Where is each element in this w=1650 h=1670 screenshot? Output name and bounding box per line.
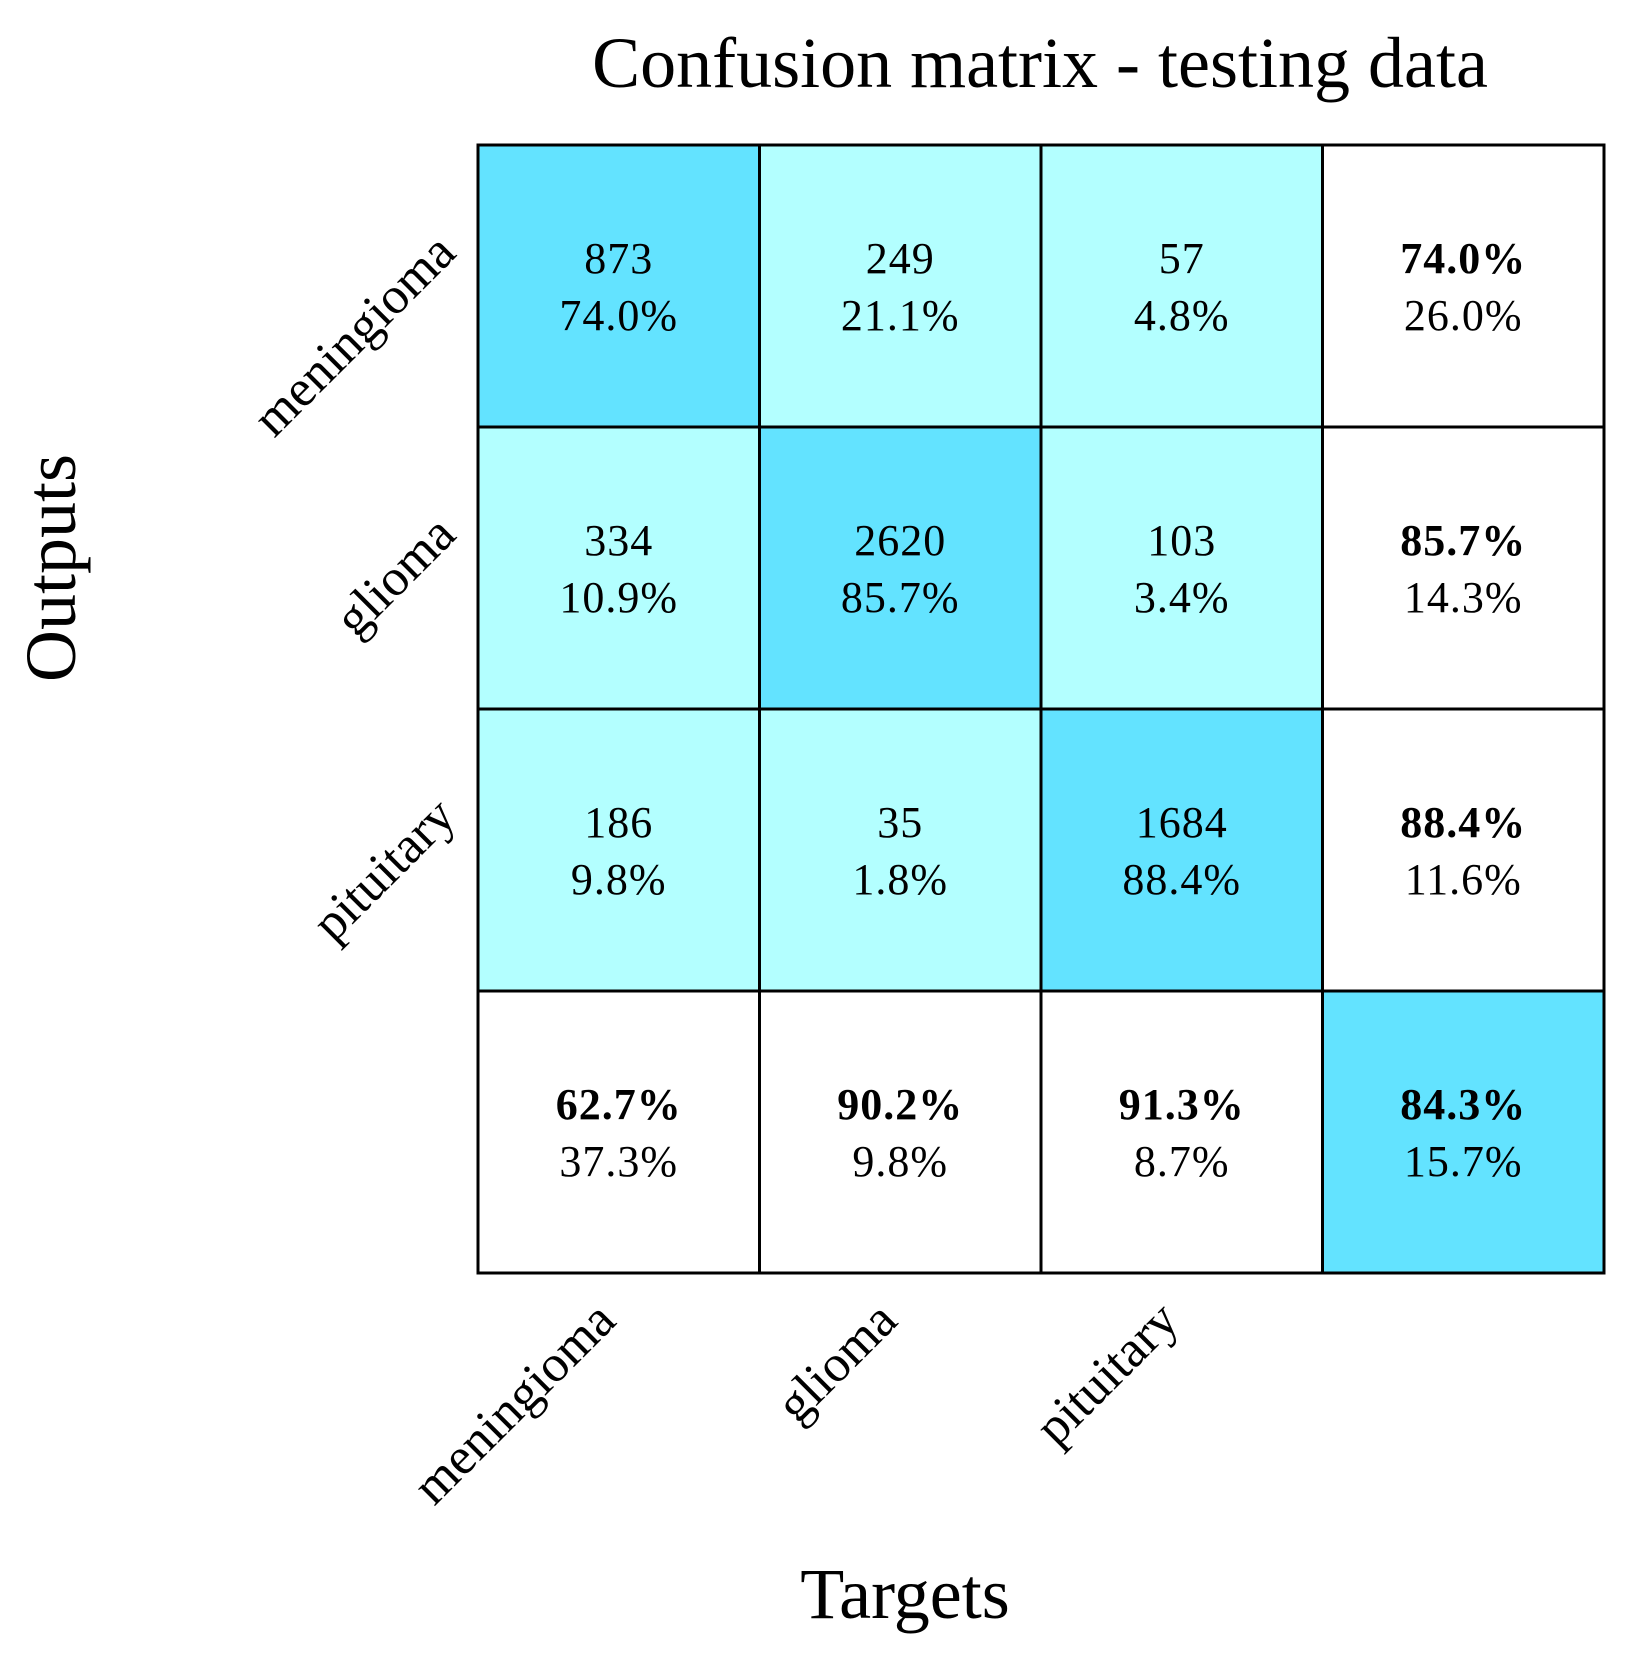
matrix-cell-secondary-value: 3.4% xyxy=(1134,573,1230,622)
column-summary-cell: 62.7% 37.3% xyxy=(476,989,761,1275)
matrix-cell-primary-value: 1684 xyxy=(1136,798,1228,847)
row-summary-cell: 88.4% 11.6% xyxy=(1321,707,1606,993)
row-summary-cell-background xyxy=(1321,707,1606,993)
chart-title: Confusion matrix - testing data xyxy=(592,23,1488,103)
matrix-cell-primary-value: 249 xyxy=(866,234,935,283)
matrix-cell: 103 3.4% xyxy=(1039,425,1324,711)
matrix-cell: 334 10.9% xyxy=(476,425,761,711)
matrix-cell-background xyxy=(758,707,1043,993)
y-axis-title: Outputs xyxy=(11,454,91,682)
column-summary-cell-background xyxy=(1039,989,1324,1275)
matrix-grid: 873 74.0% 249 21.1% 57 4.8% 74.0% 26.0% 334 10.9%… xyxy=(476,143,1606,1275)
x-tick-label: glioma xyxy=(766,1291,908,1433)
overall-accuracy-cell-primary-value: 84.3% xyxy=(1400,1080,1526,1129)
matrix-cell: 186 9.8% xyxy=(476,707,761,993)
column-summary-cell-primary-value: 91.3% xyxy=(1119,1080,1245,1129)
matrix-cell-background xyxy=(476,143,761,429)
y-tick-label: glioma xyxy=(324,505,466,647)
overall-accuracy-cell-secondary-value: 15.7% xyxy=(1404,1137,1523,1186)
column-summary-cell: 90.2% 9.8% xyxy=(758,989,1043,1275)
matrix-cell-primary-value: 57 xyxy=(1159,234,1205,283)
column-summary-cell-secondary-value: 37.3% xyxy=(559,1137,678,1186)
y-tick-label: pituitary xyxy=(302,787,467,952)
matrix-cell-background xyxy=(1039,425,1324,711)
row-summary-cell-background xyxy=(1321,143,1606,429)
matrix-cell-primary-value: 2620 xyxy=(854,516,946,565)
column-summary-cell-background xyxy=(758,989,1043,1275)
row-summary-cell-background xyxy=(1321,425,1606,711)
row-summary-cell: 85.7% 14.3% xyxy=(1321,425,1606,711)
matrix-cell-background xyxy=(758,425,1043,711)
matrix-cell-secondary-value: 21.1% xyxy=(841,291,960,340)
row-summary-cell-primary-value: 85.7% xyxy=(1400,516,1526,565)
overall-accuracy-cell-background xyxy=(1321,989,1606,1275)
matrix-cell-secondary-value: 10.9% xyxy=(559,573,678,622)
row-summary-cell-secondary-value: 26.0% xyxy=(1404,291,1523,340)
matrix-cell-background xyxy=(476,425,761,711)
y-tick-label: meningioma xyxy=(242,223,466,447)
row-summary-cell: 74.0% 26.0% xyxy=(1321,143,1606,429)
column-summary-cell-primary-value: 62.7% xyxy=(556,1080,682,1129)
matrix-cell-secondary-value: 1.8% xyxy=(852,855,948,904)
x-axis-title: Targets xyxy=(800,1554,1010,1634)
matrix-cell-primary-value: 873 xyxy=(584,234,653,283)
matrix-cell-secondary-value: 85.7% xyxy=(841,573,960,622)
matrix-cell-primary-value: 103 xyxy=(1147,516,1216,565)
matrix-cell: 2620 85.7% xyxy=(758,425,1043,711)
x-tick-label: meningioma xyxy=(402,1291,626,1515)
column-summary-cell-secondary-value: 9.8% xyxy=(852,1137,948,1186)
matrix-cell-primary-value: 186 xyxy=(584,798,653,847)
matrix-cell: 873 74.0% xyxy=(476,143,761,429)
matrix-cell: 57 4.8% xyxy=(1039,143,1324,429)
matrix-cell-primary-value: 35 xyxy=(877,798,923,847)
row-summary-cell-secondary-value: 14.3% xyxy=(1404,573,1523,622)
matrix-cell-background xyxy=(476,707,761,993)
matrix-cell-secondary-value: 88.4% xyxy=(1122,855,1241,904)
column-summary-cell-primary-value: 90.2% xyxy=(837,1080,963,1129)
matrix-cell-background xyxy=(1039,707,1324,993)
matrix-cell: 35 1.8% xyxy=(758,707,1043,993)
row-summary-cell-primary-value: 74.0% xyxy=(1400,234,1526,283)
row-summary-cell-secondary-value: 11.6% xyxy=(1405,855,1522,904)
overall-accuracy-cell: 84.3% 15.7% xyxy=(1321,989,1606,1275)
row-summary-cell-primary-value: 88.4% xyxy=(1400,798,1526,847)
matrix-cell-secondary-value: 74.0% xyxy=(559,291,678,340)
matrix-cell-background xyxy=(758,143,1043,429)
matrix-cell-background xyxy=(1039,143,1324,429)
matrix-cell-primary-value: 334 xyxy=(584,516,653,565)
matrix-cell-secondary-value: 9.8% xyxy=(571,855,667,904)
matrix-cell-secondary-value: 4.8% xyxy=(1134,291,1230,340)
column-summary-cell: 91.3% 8.7% xyxy=(1039,989,1324,1275)
x-tick-label: pituitary xyxy=(1025,1291,1190,1456)
matrix-cell: 1684 88.4% xyxy=(1039,707,1324,993)
column-summary-cell-secondary-value: 8.7% xyxy=(1134,1137,1230,1186)
column-summary-cell-background xyxy=(476,989,761,1275)
matrix-cell: 249 21.1% xyxy=(758,143,1043,429)
